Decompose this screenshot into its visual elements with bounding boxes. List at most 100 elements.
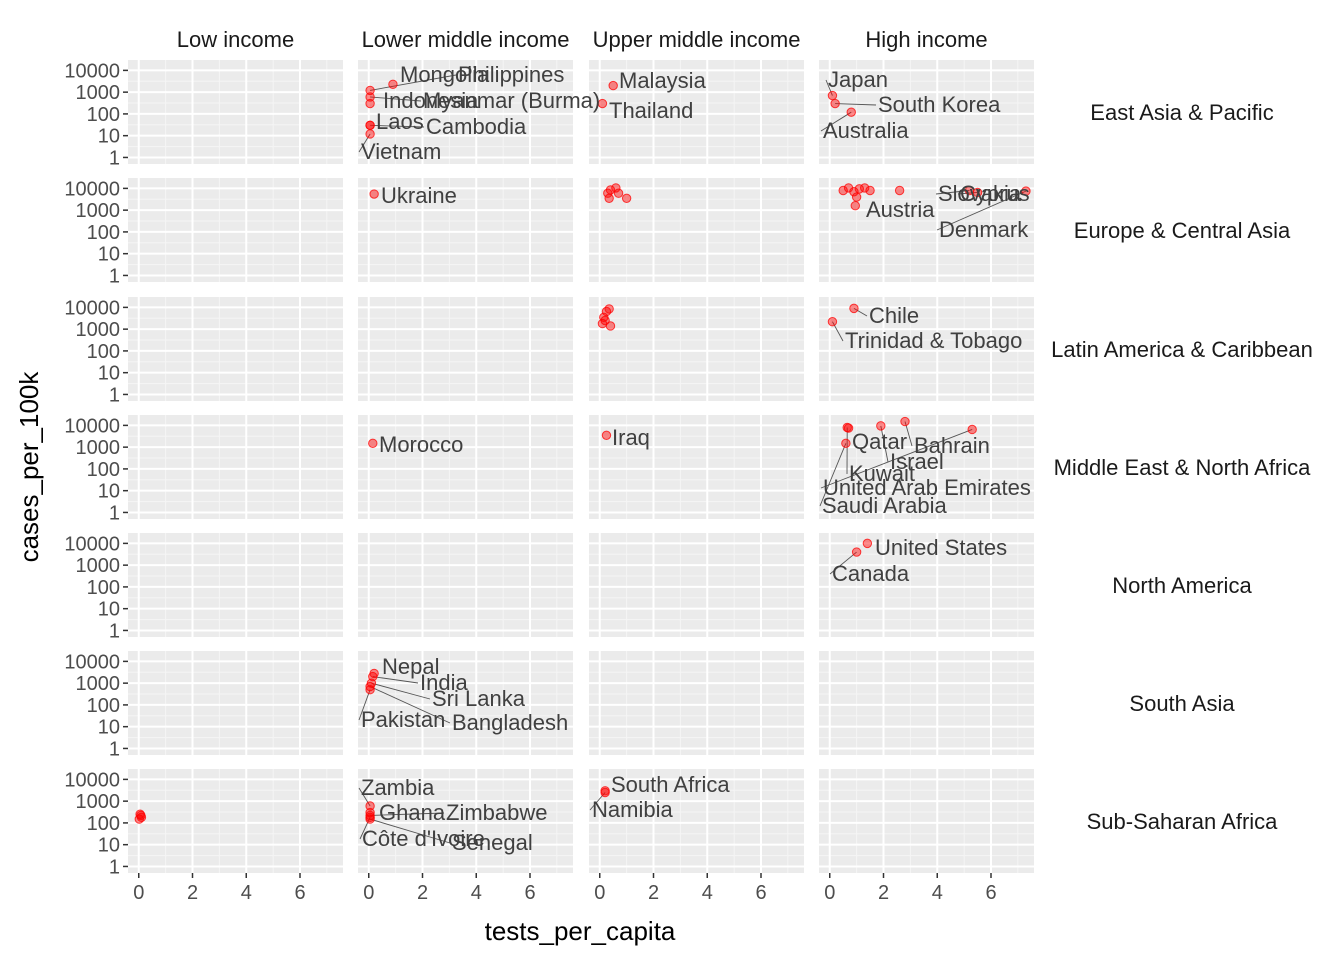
x-tick-label: 0: [133, 882, 144, 904]
label-leader-line: [589, 792, 606, 811]
row-strip-label: South Asia: [1129, 691, 1235, 716]
point-label: Cyprus: [960, 181, 1030, 206]
data-point: [862, 538, 873, 549]
panel-sub-saharan-africa-high-income: [819, 769, 1034, 873]
label-leader-line: [832, 321, 844, 342]
panel-background: [128, 415, 343, 519]
data-point: [365, 98, 375, 109]
panel-grid: [128, 533, 343, 637]
strip-layer: Low income Lower middle income Upper middl…: [177, 27, 1313, 834]
label-leader-line: [369, 818, 451, 844]
x-tick-label: 4: [702, 882, 713, 904]
panel-grid: [589, 297, 804, 401]
panel-grid: [819, 415, 1034, 519]
panel-middle-east-north-africa-low-income: [128, 415, 343, 519]
x-tick-label: 2: [417, 882, 428, 904]
panel-background: [128, 297, 343, 401]
y-tick-label: 1000: [76, 555, 121, 577]
panel-grid: [128, 769, 343, 873]
label-leader-line: [358, 787, 371, 807]
point-label: Indonesia: [383, 88, 479, 113]
data-point: [365, 685, 375, 695]
label-leader-line: [835, 103, 877, 106]
data-point: [621, 193, 632, 204]
y-tick-label: 10: [98, 835, 120, 857]
data-point: [838, 185, 848, 196]
data-point: [365, 801, 375, 811]
x-tick-label: 6: [294, 882, 305, 904]
data-point: [859, 183, 870, 193]
label-leader-line: [370, 74, 457, 91]
data-point: [597, 98, 608, 109]
y-tick-label: 10: [98, 244, 120, 266]
panel-grid: [128, 415, 343, 519]
row-strip-label: East Asia & Pacific: [1090, 100, 1273, 125]
y-tick-label: 1000: [76, 791, 121, 813]
panel-grid: [128, 60, 343, 164]
y-tick-label: 1: [109, 620, 120, 642]
panel-north-america-lower-middle-income: [358, 533, 573, 637]
panel-grid: [589, 651, 804, 755]
label-leader-line: [372, 676, 419, 684]
panel-grid: [819, 297, 1034, 401]
point-label: Myanmar (Burma): [423, 88, 600, 113]
panel-latin-america-caribbean-upper-middle-income: [589, 297, 804, 401]
y-tick-label: 100: [87, 222, 120, 244]
panel-grid: [358, 297, 573, 401]
point-label: Trinidad & Tobago: [845, 328, 1022, 353]
y-tick-label: 1: [109, 502, 120, 524]
panel-grid: [589, 60, 804, 164]
data-point: [849, 303, 859, 314]
point-label: Cambodia: [426, 114, 527, 139]
label-leader-line: [369, 686, 451, 724]
point-label: Saudi Arabia: [822, 493, 948, 518]
panel-background: [128, 769, 343, 873]
point-label: Laos: [376, 109, 424, 134]
point-label: Thailand: [609, 98, 693, 123]
panel-europe-central-asia-upper-middle-income: [589, 178, 804, 282]
data-point: [830, 98, 840, 109]
point-label: Zimbabwe: [446, 800, 547, 825]
point-label: Austria: [866, 197, 935, 222]
y-tick-label: 10: [98, 717, 120, 739]
panel-middle-east-north-africa-high-income: [819, 415, 1034, 519]
point-label: Vietnam: [361, 139, 441, 164]
row-strip-label: Sub-Saharan Africa: [1087, 809, 1279, 834]
y-tick-label: 100: [87, 813, 120, 835]
panel-sub-saharan-africa-low-income: [128, 769, 343, 873]
data-point: [365, 92, 375, 102]
point-label: Bangladesh: [452, 710, 568, 735]
data-point: [894, 185, 905, 196]
label-leader-layer: [358, 74, 1027, 844]
point-label: Senegal: [452, 830, 533, 855]
label-leader-line: [819, 443, 847, 507]
point-label: Côte d'Ivoire: [362, 826, 485, 851]
panel-sub-saharan-africa-lower-middle-income: [358, 769, 573, 873]
panel-middle-east-north-africa-lower-middle-income: [358, 415, 573, 519]
panel-middle-east-north-africa-upper-middle-income: [589, 415, 804, 519]
panel-latin-america-caribbean-high-income: [819, 297, 1034, 401]
label-leader-line: [957, 192, 978, 195]
panel-grid: [358, 769, 573, 873]
data-point: [365, 85, 375, 96]
label-leader-line: [853, 307, 868, 317]
point-label: Canada: [832, 561, 910, 586]
label-leader-line: [370, 96, 422, 102]
column-strip-label: Low income: [177, 27, 294, 52]
data-point: [136, 810, 146, 821]
y-tick-label: 100: [87, 341, 120, 363]
data-point: [841, 438, 851, 449]
point-label: India: [420, 670, 468, 695]
y-tick-label: 1000: [76, 437, 121, 459]
label-leader-line: [358, 133, 371, 153]
point-label: Australia: [823, 118, 909, 143]
point-label: Slovakia: [938, 181, 1022, 206]
data-point: [365, 807, 375, 818]
point-label: South Korea: [878, 92, 1001, 117]
point-label: Iraq: [612, 425, 650, 450]
data-point: [608, 80, 618, 91]
y-tick-label: 1000: [76, 319, 121, 341]
data-point: [604, 304, 614, 314]
y-tick-label: 10000: [64, 60, 120, 82]
data-point: [827, 316, 838, 327]
